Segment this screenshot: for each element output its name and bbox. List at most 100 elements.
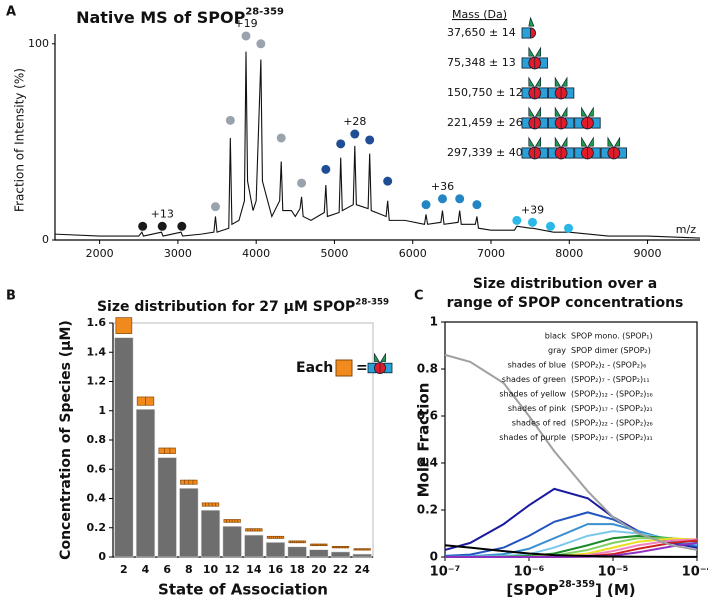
legend-key: shades of blue (508, 361, 566, 370)
data-point (210, 202, 220, 212)
x-tick-label: 20 (311, 563, 327, 576)
monomer-glyph (180, 479, 186, 485)
legend-label: (SPOP₂)₁₂ - (SPOP₂)₁₆ (571, 390, 653, 399)
data-point (241, 31, 251, 41)
icon-domain (521, 27, 531, 39)
legend-text: Each (296, 360, 333, 376)
icon-domain (554, 106, 568, 117)
y-tick-label: 0.2 (417, 503, 438, 517)
legend-label: SPOP mono. (SPOP₁) (571, 332, 653, 341)
bar (222, 525, 242, 558)
data-point (383, 176, 393, 186)
monomer-glyph (259, 528, 263, 532)
legend-key: shades of pink (508, 404, 566, 413)
data-point (321, 164, 331, 174)
monomer-glyph (346, 546, 350, 549)
data-point (421, 200, 431, 210)
legend-key: shades of red (512, 419, 566, 428)
x-tick-label: 10⁻⁵ (598, 565, 629, 580)
monomer-glyph (335, 359, 353, 377)
monomer-glyph (223, 519, 227, 523)
data-point (297, 178, 307, 188)
y-axis-label: Mole Fraction (415, 383, 433, 498)
x-tick-label: 10⁻⁷ (430, 565, 461, 580)
x-tick-label: 4000 (242, 247, 270, 260)
icon-domain (528, 76, 542, 87)
x-tick-label: 10⁻⁴ (682, 565, 708, 580)
x-tick-label: 2 (120, 563, 128, 576)
monomer-glyph (201, 502, 206, 507)
bar (352, 553, 372, 558)
text-part: ] (M) (595, 581, 636, 599)
icon-domain (581, 136, 594, 147)
legend-key: gray (548, 346, 566, 355)
icon-domain (528, 16, 535, 27)
x-tick-label: 10 (203, 563, 219, 576)
monomer-glyph (249, 528, 253, 532)
legend-label: 75,348 ± 13 (447, 56, 516, 69)
x-axis-label: State of Association (158, 581, 328, 599)
y-tick-label: 0 (430, 550, 438, 564)
oligomer-icon (521, 106, 601, 130)
y-tick-label: 1.6 (87, 316, 107, 329)
bar (244, 534, 264, 558)
icon-domain (383, 362, 393, 374)
monomer-glyph (234, 519, 239, 523)
charge-label: +19 (234, 17, 257, 30)
data-point (336, 139, 346, 149)
superscript: 28-359 (245, 7, 284, 18)
monomer-glyph (226, 519, 230, 523)
legend-key: shades of green (502, 375, 566, 384)
monomer-glyph (247, 528, 251, 532)
y-tick-label: 0.4 (417, 456, 438, 470)
charge-label: +28 (343, 115, 366, 128)
bar (157, 457, 177, 558)
icon-domain (581, 106, 594, 117)
monomer-glyph (237, 519, 241, 523)
charge-label: +13 (151, 207, 174, 220)
legend-label: 297,339 ± 40 (447, 146, 523, 159)
icon-domain (528, 136, 542, 147)
monomer-glyph (205, 502, 210, 507)
superscript: 28-359 (355, 297, 389, 307)
x-tick-label: 22 (333, 563, 348, 576)
bar (309, 549, 329, 558)
y-tick-label: 0 (42, 233, 49, 246)
monomer-glyph (231, 519, 236, 523)
bar (330, 551, 351, 558)
data-point (563, 223, 573, 233)
monomer-glyph (254, 528, 258, 532)
legend-label: SPOP dimer (SPOP₂) (571, 346, 651, 355)
x-tick-label: 8 (185, 563, 193, 576)
x-tick-label: 6000 (399, 247, 427, 260)
x-tick-label: 24 (355, 563, 371, 576)
x-tick-label: 14 (246, 563, 262, 576)
data-point (472, 200, 482, 210)
y-tick-label: 0.6 (417, 409, 438, 423)
x-tick-label: 18 (290, 563, 305, 576)
monomer-glyph (257, 528, 261, 532)
legend-label: 37,650 ± 14 (447, 26, 516, 39)
y-tick-label: 0.2 (87, 521, 107, 534)
charge-label: +36 (431, 180, 454, 193)
x-tick-label: 2000 (86, 247, 114, 260)
monomer-glyph (145, 396, 155, 406)
x-tick-label: 12 (225, 563, 240, 576)
x-tick-label: 10⁻⁶ (514, 565, 545, 580)
monomer-glyph (184, 479, 190, 485)
data-point (225, 115, 235, 125)
monomer-glyph (164, 447, 171, 454)
data-point (527, 217, 537, 227)
monomer-glyph (303, 540, 306, 544)
monomer-glyph (169, 447, 176, 454)
x-tick-label: 4 (142, 563, 150, 576)
monomer-glyph (158, 447, 165, 454)
text-part: Size distribution for 27 μM SPOP (97, 299, 355, 315)
bar (265, 542, 286, 558)
y-axis-label: Fraction of Intensity (%) (13, 68, 27, 212)
legend-label: (SPOP₂)₁₇ - (SPOP₂)₂₁ (571, 404, 653, 413)
icon-domain (528, 106, 542, 117)
icon-domain (607, 136, 621, 147)
x-tick-label: 16 (268, 563, 284, 576)
